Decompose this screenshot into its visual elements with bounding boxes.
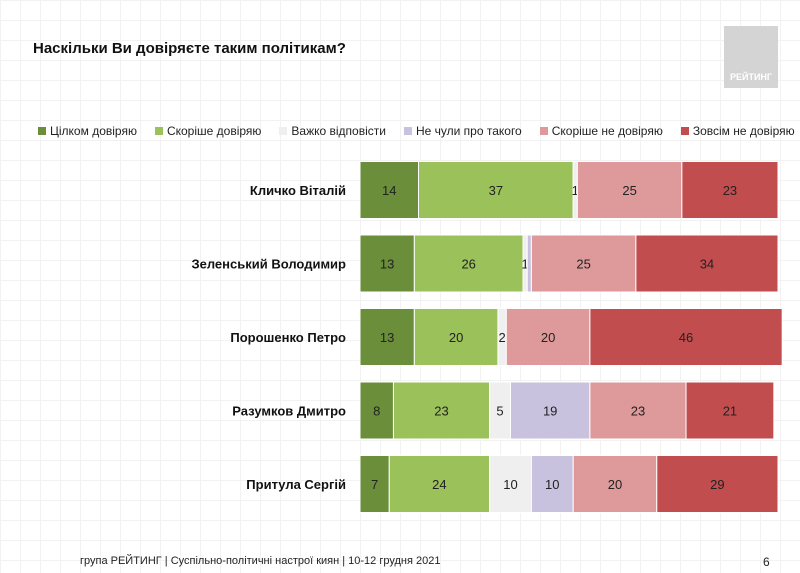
legend-label: Цілком довіряю bbox=[50, 124, 137, 138]
bar-segment bbox=[635, 234, 779, 293]
category-label: Разумков Дмитро bbox=[232, 404, 346, 419]
category-label: Зеленський Володимир bbox=[191, 257, 346, 272]
legend-label: Скоріше довіряю bbox=[166, 124, 262, 138]
legend-item: Цілком довіряю bbox=[38, 124, 137, 138]
bar-segment bbox=[359, 161, 420, 219]
data-label: 37 bbox=[489, 183, 503, 198]
data-label: 5 bbox=[496, 404, 503, 419]
legend-label: Скоріше не довіряю bbox=[551, 124, 663, 138]
data-label: 13 bbox=[380, 257, 394, 272]
rating-logo: РЕЙТИНГ bbox=[724, 26, 778, 88]
legend-item: Скоріше не довіряю bbox=[539, 124, 663, 138]
data-label: 1 bbox=[521, 257, 528, 272]
bar-segment bbox=[413, 308, 499, 366]
data-label: 1 bbox=[572, 183, 579, 198]
legend-item: Важко відповісти bbox=[279, 124, 386, 138]
legend-swatch bbox=[403, 127, 412, 135]
legend-swatch bbox=[279, 127, 288, 135]
data-label: 10 bbox=[545, 477, 559, 492]
logo-text: РЕЙТИНГ bbox=[729, 72, 773, 82]
data-label: 10 bbox=[503, 477, 517, 492]
chart-title: Наскільки Ви довіряєте таким політикам? bbox=[33, 40, 346, 57]
bar-segment bbox=[681, 161, 779, 219]
legend-swatch bbox=[154, 127, 163, 135]
legend-label: Зовсім не довіряю bbox=[692, 124, 795, 138]
data-label: 20 bbox=[541, 330, 555, 345]
data-label: 23 bbox=[631, 404, 645, 419]
legend-item: Зовсім не довіряю bbox=[680, 124, 795, 138]
data-label: 2 bbox=[499, 330, 506, 345]
data-label: 24 bbox=[432, 477, 446, 492]
data-label: 20 bbox=[449, 330, 463, 345]
bar-segment bbox=[576, 161, 683, 219]
bar-segment bbox=[589, 381, 687, 440]
bar-segment bbox=[530, 234, 637, 293]
legend-swatch bbox=[38, 127, 46, 135]
bar-segment bbox=[685, 381, 775, 440]
bar-segment bbox=[388, 455, 491, 513]
bar-segment bbox=[359, 234, 415, 293]
legend-swatch bbox=[680, 127, 689, 135]
data-label: 34 bbox=[700, 257, 714, 272]
legend-label: Важко відповісти bbox=[291, 124, 386, 138]
bar-segment bbox=[530, 455, 574, 513]
footer: група РЕЙТИНГ | Суспільно-політичні наст… bbox=[80, 555, 441, 567]
data-label: 14 bbox=[382, 183, 396, 198]
bar-segment bbox=[572, 455, 658, 513]
bar-segment bbox=[505, 308, 591, 366]
category-label: Кличко Віталій bbox=[250, 183, 346, 198]
data-label: 20 bbox=[608, 477, 622, 492]
bar-segment bbox=[418, 161, 574, 219]
data-label: 21 bbox=[723, 404, 737, 419]
page-number: 6 bbox=[763, 555, 770, 569]
legend-swatch bbox=[539, 127, 548, 135]
bar-segment bbox=[359, 308, 415, 366]
legend: Цілком довіряю Скоріше довіряю Важко відпо… bbox=[38, 124, 795, 138]
bar-segment bbox=[359, 381, 394, 440]
category-label: Порошенко Петро bbox=[230, 330, 346, 345]
data-label: 26 bbox=[461, 257, 475, 272]
bar-segment bbox=[392, 381, 491, 440]
bar-segment bbox=[359, 455, 390, 513]
data-label: 25 bbox=[622, 183, 636, 198]
legend-label: Не чули про такого bbox=[415, 124, 522, 138]
data-label: 23 bbox=[723, 183, 737, 198]
data-label: 29 bbox=[710, 477, 724, 492]
legend-item: Скоріше довіряю bbox=[154, 124, 262, 138]
category-label: Притула Сергій bbox=[246, 477, 346, 492]
data-label: 8 bbox=[373, 404, 380, 419]
bar-segment bbox=[413, 234, 524, 293]
bar-segment bbox=[656, 455, 779, 513]
data-label: 25 bbox=[576, 257, 590, 272]
data-label: 46 bbox=[679, 330, 693, 345]
data-label: 7 bbox=[371, 477, 378, 492]
legend-item: Не чули про такого bbox=[403, 124, 522, 138]
data-label: 19 bbox=[543, 404, 557, 419]
data-label: 23 bbox=[434, 404, 448, 419]
data-label: 13 bbox=[380, 330, 394, 345]
bar-segment bbox=[589, 308, 783, 366]
